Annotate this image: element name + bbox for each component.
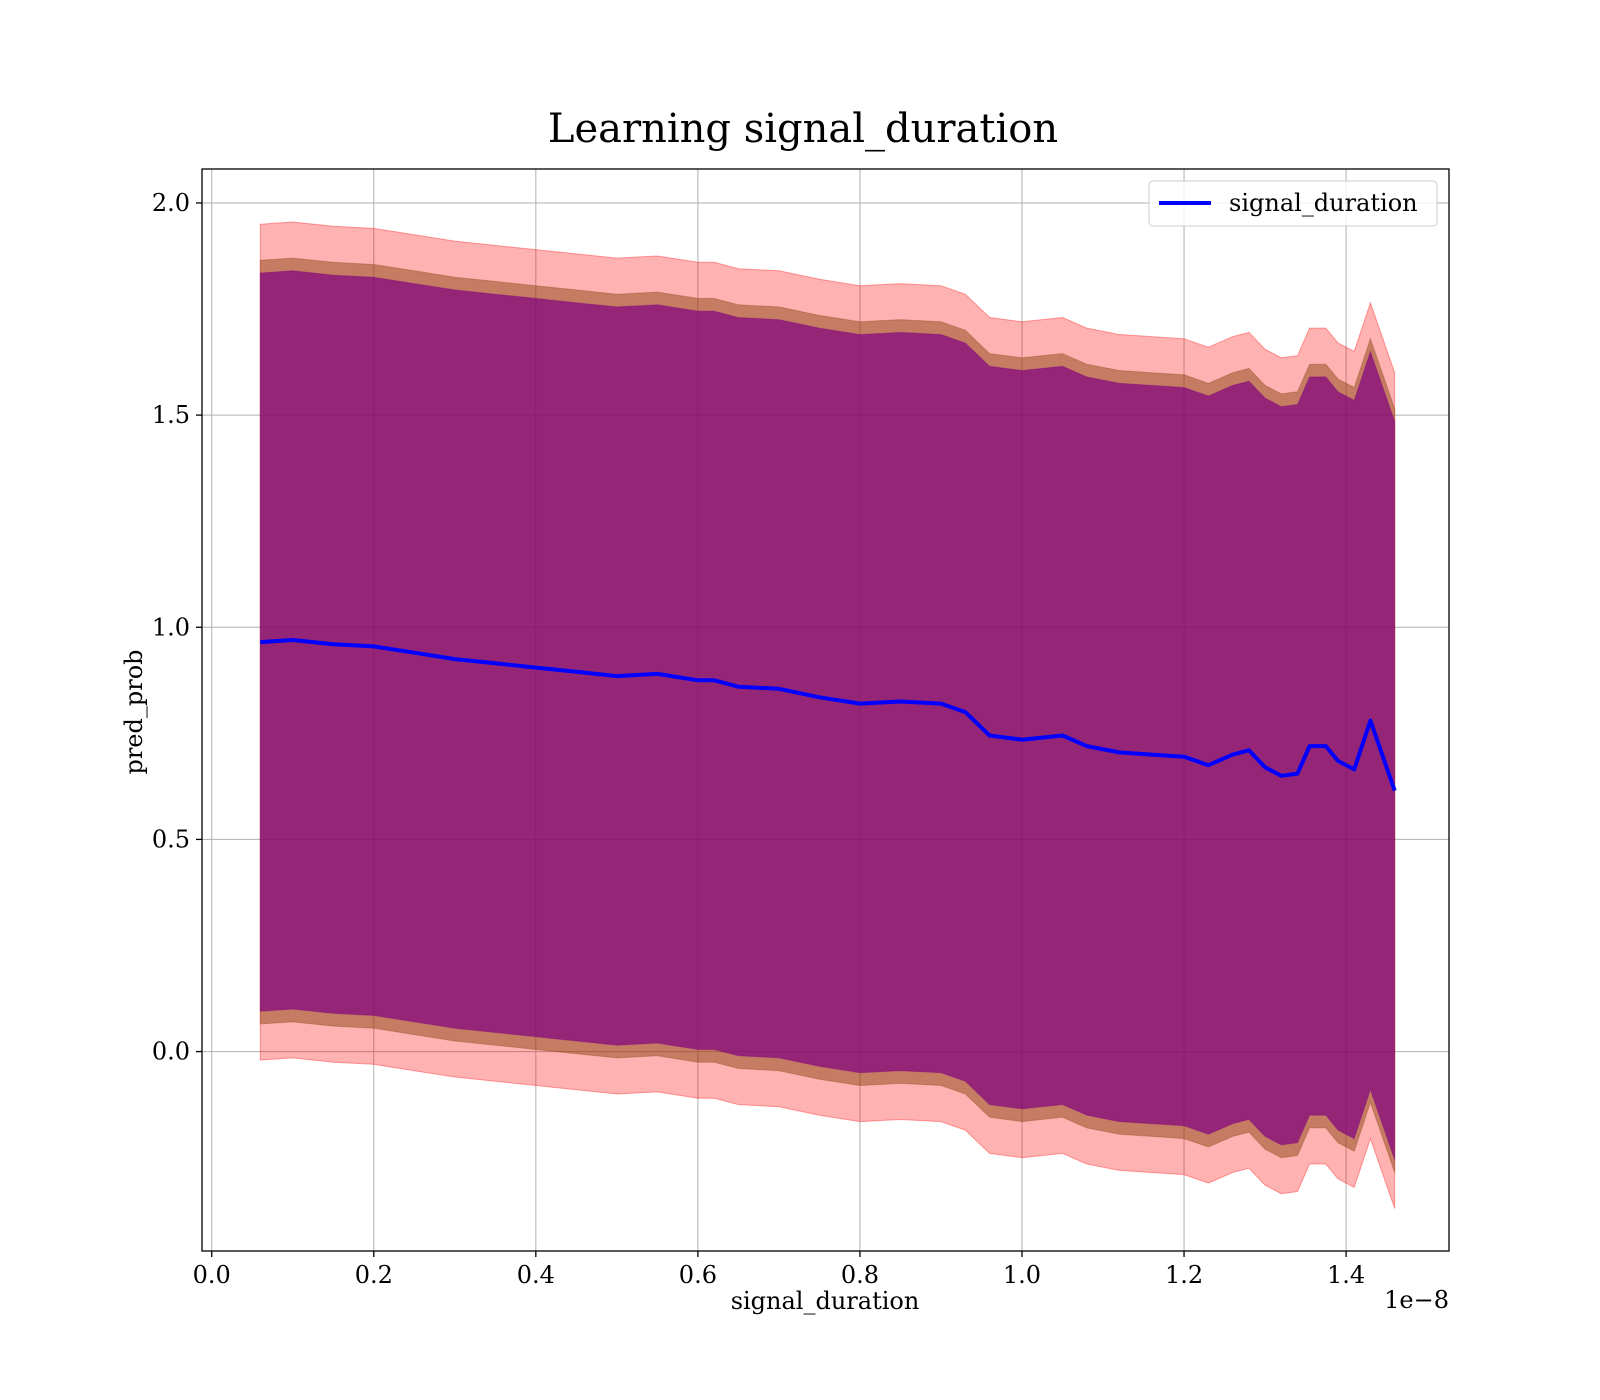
x-tick-label-3: 0.6 xyxy=(679,1261,717,1289)
legend: signal_duration xyxy=(1148,180,1438,227)
x-tick-label-2: 0.4 xyxy=(517,1261,555,1289)
x-tick-label-1: 0.2 xyxy=(355,1261,393,1289)
chart-title: Learning signal_duration xyxy=(548,106,1058,152)
x-tick-label-0: 0.0 xyxy=(193,1261,231,1289)
x-tick-label-4: 0.8 xyxy=(841,1261,879,1289)
y-axis-ticks: 0.0 0.5 1.0 1.5 2.0 xyxy=(152,189,202,1066)
series-lines xyxy=(260,638,1397,792)
legend-box xyxy=(1148,180,1438,227)
y-tick-label-4: 2.0 xyxy=(152,189,190,217)
x-axis-label: signal_duration xyxy=(731,1287,920,1315)
legend-label-signal-duration: signal_duration xyxy=(1229,189,1418,217)
y-axis-label: pred_prob xyxy=(120,649,148,774)
y-tick-label-0: 0.0 xyxy=(152,1038,190,1066)
plot-frame xyxy=(201,168,1450,1252)
band-inner xyxy=(259,270,1396,1160)
x-axis-offset-label: 1e−8 xyxy=(1384,1286,1449,1314)
x-tick-label-6: 1.2 xyxy=(1165,1261,1203,1289)
x-tick-label-5: 1.0 xyxy=(1003,1261,1041,1289)
y-tick-label-3: 1.5 xyxy=(152,401,190,429)
confidence-bands xyxy=(259,221,1396,1209)
series-line-signal-duration xyxy=(260,638,1397,792)
y-tick-label-2: 1.0 xyxy=(152,613,190,641)
x-tick-label-7: 1.4 xyxy=(1327,1261,1365,1289)
x-axis-ticks: 0.0 0.2 0.4 0.6 0.8 1.0 1.2 1.4 xyxy=(193,1251,1365,1289)
y-tick-label-1: 0.5 xyxy=(152,825,190,853)
